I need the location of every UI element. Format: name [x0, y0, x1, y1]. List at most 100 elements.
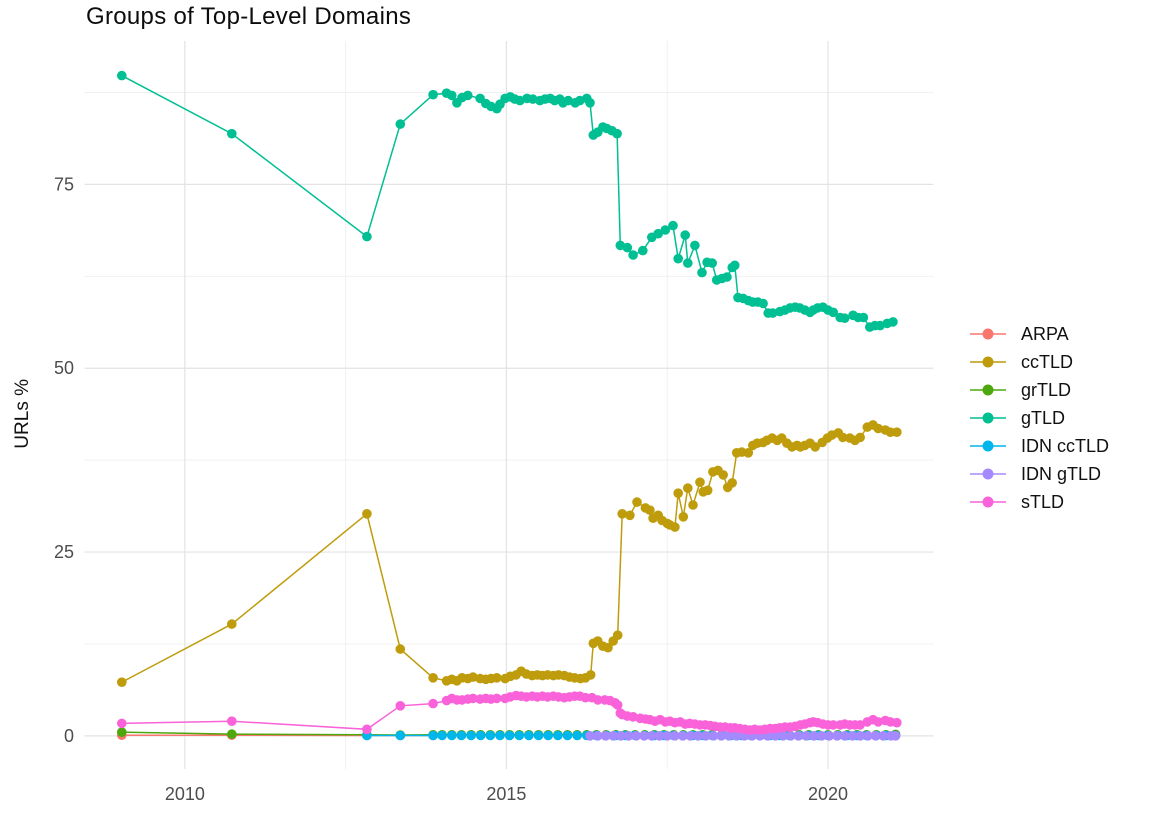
data-point-idn-gtld — [793, 731, 804, 741]
legend: ARPA ccTLD grTLD gTLD IDN ccTLD IDN gTLD sTLD — [968, 320, 1109, 516]
data-point-cctld — [838, 432, 848, 443]
data-point-gtld — [722, 272, 732, 282]
y-axis-title-text: URLs % — [12, 378, 33, 449]
data-point-stld — [227, 716, 237, 726]
data-point-gtld — [660, 225, 671, 235]
data-point-cctld — [362, 509, 372, 519]
legend-label: ccTLD — [1021, 351, 1074, 372]
data-point-gtld — [888, 317, 898, 327]
data-point-stld — [873, 717, 883, 727]
data-point-gtld — [653, 228, 663, 239]
data-point-gtld — [668, 220, 678, 231]
data-point-gtld — [227, 128, 237, 139]
data-point-idn-gtld — [870, 731, 881, 741]
data-point-stld — [468, 693, 478, 704]
y-tick-label: 25 — [54, 542, 74, 562]
data-point-cctld — [395, 644, 406, 654]
data-point-gtld — [839, 313, 850, 324]
x-tick-label: 2010 — [165, 784, 205, 804]
data-point-stld — [395, 701, 406, 711]
chart-title: Groups of Top-Level Domains — [86, 3, 412, 30]
data-point-idn-cctld — [395, 730, 406, 741]
legend-key-icon — [970, 384, 1006, 396]
data-point-idn-gtld — [654, 731, 665, 741]
data-point-idn-gtld — [816, 731, 827, 741]
series-line-gtld — [121, 74, 894, 328]
data-point-cctld — [727, 478, 737, 488]
data-point-gtld — [395, 119, 406, 129]
data-point-idn-gtld — [724, 731, 734, 741]
legend-item-idn-gtld: IDN gTLD — [968, 460, 1109, 488]
data-point-idn-gtld — [677, 731, 688, 741]
data-point-gtld — [612, 128, 622, 139]
data-point-idn-gtld — [878, 731, 889, 741]
data-point-gtld — [673, 253, 683, 264]
data-point-idn-cctld — [485, 730, 496, 741]
legend-key-icon — [970, 468, 1006, 480]
data-point-idn-gtld — [693, 731, 703, 741]
legend-key-icon — [970, 440, 1006, 452]
data-point-cctld — [718, 470, 728, 480]
data-point-stld — [892, 717, 902, 728]
data-point-idn-gtld — [701, 731, 711, 741]
legend-label: ARPA — [1021, 323, 1069, 344]
data-point-idn-gtld — [809, 731, 819, 741]
y-tick-label: 0 — [64, 726, 74, 746]
data-point-gtld — [428, 89, 438, 100]
data-point-idn-gtld — [662, 731, 672, 741]
data-point-idn-gtld — [608, 731, 618, 741]
data-point-idn-gtld — [593, 731, 603, 741]
data-point-gtld — [463, 90, 473, 101]
data-point-stld — [593, 695, 603, 705]
data-point-idn-cctld — [572, 730, 582, 741]
data-point-gtld — [697, 267, 707, 278]
legend-item-gtld: gTLD — [968, 404, 1109, 432]
data-point-gtld — [858, 312, 869, 323]
data-point-cctld — [695, 477, 705, 488]
data-point-idn-gtld — [639, 731, 649, 741]
data-point-idn-gtld — [778, 731, 788, 741]
legend-label: sTLD — [1021, 491, 1065, 512]
data-point-cctld — [632, 497, 642, 507]
data-point-idn-gtld — [770, 731, 781, 741]
data-point-cctld — [612, 630, 623, 640]
data-point-idn-cctld — [495, 730, 505, 741]
legend-label: IDN ccTLD — [1021, 435, 1110, 456]
data-point-gtld — [690, 240, 700, 251]
data-point-cctld — [743, 448, 754, 458]
data-point-cctld — [855, 432, 865, 443]
legend-label: grTLD — [1021, 379, 1072, 400]
data-point-gtld — [828, 307, 838, 318]
data-point-idn-gtld — [839, 731, 850, 741]
data-point-idn-cctld — [504, 730, 515, 741]
data-point-idn-gtld — [731, 731, 742, 741]
data-point-idn-gtld — [716, 731, 726, 741]
data-point-stld — [117, 718, 127, 729]
data-point-gtld — [638, 245, 648, 256]
data-point-idn-gtld — [623, 731, 634, 741]
data-point-cctld — [678, 512, 689, 522]
data-point-idn-cctld — [533, 730, 544, 741]
data-point-gtld — [707, 258, 717, 268]
y-axis-title: URLs % — [8, 0, 38, 827]
data-point-cctld — [670, 522, 680, 532]
data-point-idn-gtld — [647, 731, 657, 741]
data-point-cctld — [625, 510, 635, 521]
data-point-idn-gtld — [824, 731, 835, 741]
data-point-gtld — [628, 250, 638, 260]
legend-key-icon — [970, 496, 1006, 508]
data-point-idn-gtld — [631, 731, 642, 741]
data-point-cctld — [892, 427, 902, 438]
data-point-idn-cctld — [428, 730, 438, 741]
data-point-stld — [362, 724, 372, 735]
legend-label: IDN gTLD — [1021, 463, 1102, 484]
data-point-cctld — [683, 483, 693, 493]
data-point-idn-gtld — [890, 731, 901, 741]
data-point-idn-cctld — [553, 730, 563, 741]
data-point-idn-cctld — [437, 730, 447, 741]
data-point-idn-gtld — [832, 731, 842, 741]
data-point-cctld — [492, 673, 502, 683]
legend-key-icon — [970, 412, 1006, 424]
data-point-idn-cctld — [466, 730, 476, 741]
